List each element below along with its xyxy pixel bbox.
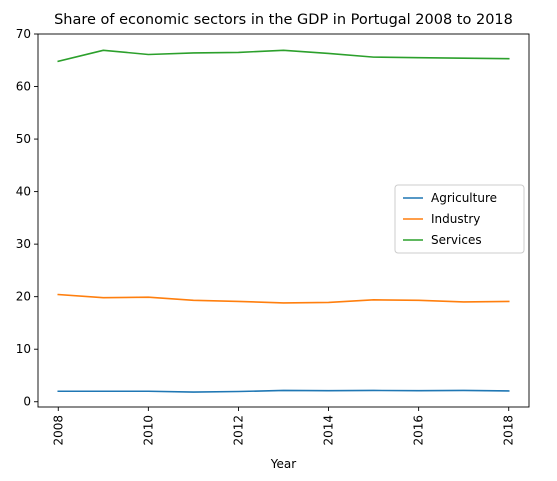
series-line-agriculture [57,389,510,393]
legend: Agriculture Industry Services [394,184,525,254]
y-axis: 0 10 20 30 40 50 60 70 [16,27,38,409]
y-tick-label: 50 [16,132,31,146]
y-tick-label: 0 [23,395,31,409]
y-tick-label: 30 [16,237,31,251]
series-layer [57,49,510,393]
x-axis-label: Year [270,457,296,471]
y-tick-label: 70 [16,27,31,41]
x-axis: 2008 2010 2012 2014 2016 2018 [51,407,516,446]
legend-label-agriculture: Agriculture [431,191,497,205]
x-tick-label: 2016 [412,415,426,446]
x-tick-label: 2014 [322,415,336,446]
y-tick-label: 10 [16,342,31,356]
y-tick-label: 20 [16,290,31,304]
x-tick-label: 2010 [141,415,155,446]
y-tick-label: 60 [16,80,31,94]
legend-frame [394,184,525,254]
x-tick-label: 2012 [231,415,245,446]
legend-label-industry: Industry [431,212,480,226]
legend-label-services: Services [431,233,482,247]
y-tick-label: 40 [16,185,31,199]
chart-title: Share of economic sectors in the GDP in … [54,12,513,28]
x-tick-label: 2008 [51,415,65,446]
series-line-services [57,49,510,63]
plot-frame [37,33,530,408]
series-line-industry [57,293,510,304]
x-tick-label: 2018 [502,415,516,446]
